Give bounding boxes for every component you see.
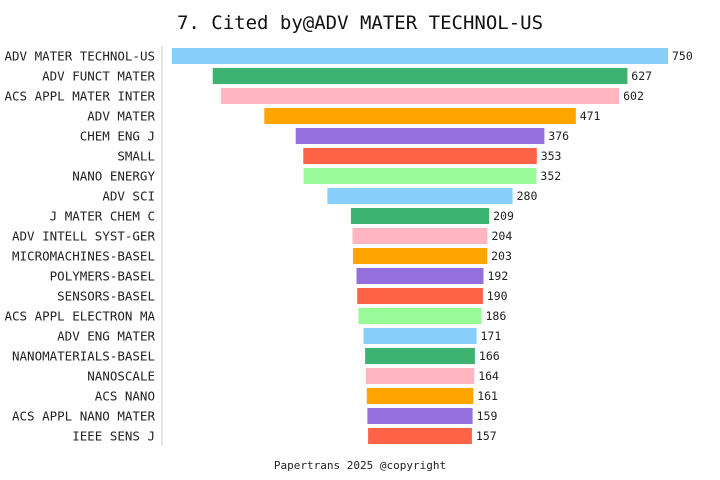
category-label: NANOSCALE bbox=[87, 369, 155, 384]
bar-ieee-sens-j bbox=[368, 428, 472, 444]
category-label: NANOMATERIALS-BASEL bbox=[12, 349, 155, 364]
bar-adv-funct-mater bbox=[212, 68, 628, 84]
value-label: 209 bbox=[493, 209, 514, 223]
value-label: 171 bbox=[481, 329, 502, 343]
bar-acs-appl-electron-ma bbox=[358, 308, 482, 324]
category-label: CHEM ENG J bbox=[80, 129, 155, 144]
category-label: IEEE SENS J bbox=[72, 429, 155, 444]
value-label: 376 bbox=[548, 129, 569, 143]
bar-adv-mater-technol-us bbox=[172, 48, 668, 64]
value-label: 203 bbox=[491, 249, 512, 263]
value-label: 161 bbox=[477, 389, 498, 403]
value-label: 186 bbox=[486, 309, 507, 323]
category-label: ADV ENG MATER bbox=[57, 329, 155, 344]
bar-polymers-basel bbox=[356, 268, 484, 284]
value-label: 627 bbox=[631, 69, 652, 83]
value-label: 471 bbox=[580, 109, 601, 123]
category-label: ADV SCI bbox=[102, 189, 155, 204]
category-label: POLYMERS-BASEL bbox=[50, 269, 155, 284]
category-label: ADV MATER TECHNOL-US bbox=[4, 49, 155, 64]
value-label: 166 bbox=[479, 349, 500, 363]
bar-nanoscale bbox=[365, 368, 475, 384]
bar-micromachines-basel bbox=[352, 248, 488, 264]
bar-adv-sci bbox=[327, 188, 513, 204]
bar-adv-mater bbox=[264, 108, 576, 124]
value-label: 159 bbox=[477, 409, 498, 423]
value-label: 164 bbox=[478, 369, 499, 383]
chart-title: 7. Cited by@ADV MATER TECHNOL-US bbox=[177, 12, 543, 34]
bar-small bbox=[303, 148, 537, 164]
bar-adv-intell-syst-ger bbox=[352, 228, 488, 244]
value-label: 204 bbox=[492, 229, 513, 243]
footer-copyright: Papertrans 2025 @copyright bbox=[274, 459, 446, 472]
bar-j-mater-chem-c bbox=[350, 208, 490, 224]
category-label: MICROMACHINES-BASEL bbox=[12, 249, 155, 264]
category-label: ADV INTELL SYST-GER bbox=[12, 229, 155, 244]
bar-acs-appl-mater-inter bbox=[220, 88, 619, 104]
category-label: NANO ENERGY bbox=[72, 169, 155, 184]
bar-sensors-basel bbox=[357, 288, 483, 304]
bar-nano-energy bbox=[303, 168, 537, 184]
value-label: 750 bbox=[672, 49, 693, 63]
value-label: 157 bbox=[476, 429, 497, 443]
category-label: ADV FUNCT MATER bbox=[42, 69, 155, 84]
category-label: SENSORS-BASEL bbox=[57, 289, 155, 304]
value-label: 280 bbox=[517, 189, 538, 203]
value-label: 190 bbox=[487, 289, 508, 303]
value-label: 192 bbox=[488, 269, 509, 283]
bar-acs-appl-nano-mater bbox=[367, 408, 473, 424]
bar-adv-eng-mater bbox=[363, 328, 477, 344]
value-label: 352 bbox=[540, 169, 561, 183]
bars-layer: ADV MATER TECHNOL-US 750 ADV FUNCT MATER 62… bbox=[4, 48, 693, 444]
value-label: 602 bbox=[623, 89, 644, 103]
category-label: ACS APPL MATER INTER bbox=[4, 89, 155, 104]
category-label: ACS APPL NANO MATER bbox=[12, 409, 155, 424]
category-label: ADV MATER bbox=[87, 109, 155, 124]
bar-chem-eng-j bbox=[295, 128, 545, 144]
category-label: J MATER CHEM C bbox=[50, 209, 155, 224]
value-label: 353 bbox=[541, 149, 562, 163]
category-label: ACS APPL ELECTRON MA bbox=[4, 309, 155, 324]
category-label: SMALL bbox=[117, 149, 155, 164]
bar-acs-nano bbox=[366, 388, 474, 404]
category-label: ACS NANO bbox=[95, 389, 155, 404]
bar-nanomaterials-basel bbox=[365, 348, 475, 364]
